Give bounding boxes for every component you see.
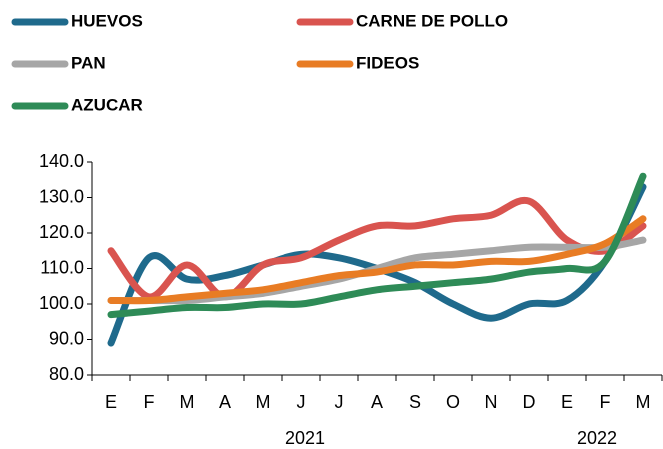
x-tick-label: D (523, 392, 536, 412)
legend-label: HUEVOS (71, 11, 143, 30)
line-series (107, 196, 647, 301)
x-tick-label: N (485, 392, 498, 412)
x-tick-label: M (256, 392, 271, 412)
x-tick-label: S (409, 392, 421, 412)
x-tick-label: E (561, 392, 573, 412)
y-tick-label: 90.0 (49, 328, 84, 348)
legend-label: CARNE DE POLLO (356, 11, 508, 30)
legend-label: AZUCAR (71, 95, 143, 114)
line-series (107, 172, 647, 319)
y-tick-label: 120.0 (39, 222, 84, 242)
line-series (107, 236, 647, 305)
x-tick-label: M (180, 392, 195, 412)
x-tick-label: J (335, 392, 344, 412)
x-tick-label: E (105, 392, 117, 412)
y-tick-label: 110.0 (40, 257, 84, 277)
legend-label: PAN (71, 53, 106, 72)
legend-label: FIDEOS (356, 53, 419, 72)
y-tick-label: 130.0 (39, 186, 84, 206)
y-tick-label: 80.0 (49, 364, 84, 384)
x-tick-label: O (446, 392, 460, 412)
y-tick-label: 100.0 (39, 293, 84, 313)
x-tick-label: M (636, 392, 651, 412)
x-tick-label: A (219, 392, 231, 412)
x-tick-label: F (144, 392, 155, 412)
year-label: 2022 (577, 428, 617, 448)
year-label: 2021 (285, 428, 325, 448)
x-tick-label: F (600, 392, 611, 412)
x-tick-label: J (297, 392, 306, 412)
y-tick-label: 140.0 (39, 151, 84, 171)
x-tick-label: A (371, 392, 383, 412)
line-series (107, 215, 647, 305)
